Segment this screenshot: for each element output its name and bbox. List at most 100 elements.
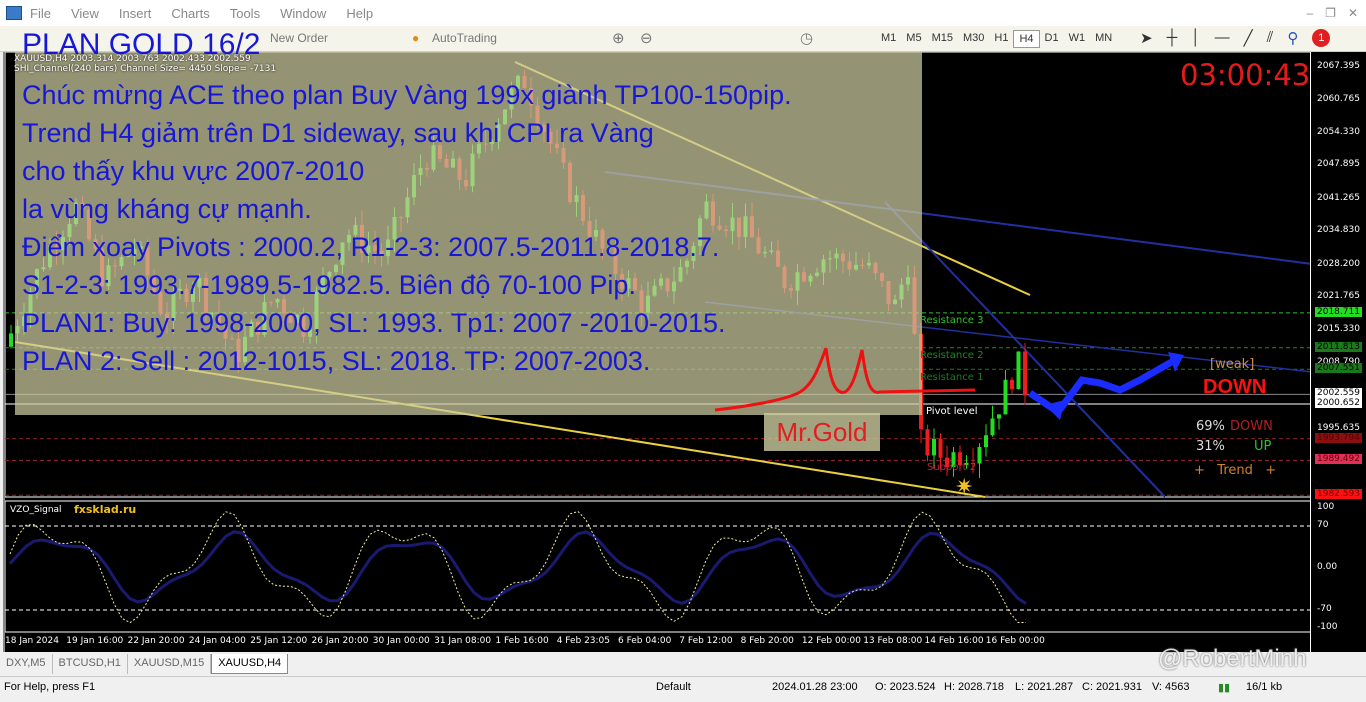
close-icon[interactable]: ✕ <box>1347 6 1358 20</box>
time-label: 22 Jan 20:00 <box>127 636 185 646</box>
cursor-icon[interactable]: ➤ <box>1140 30 1153 47</box>
notification-badge[interactable]: 1 <box>1312 29 1331 47</box>
down-label: DOWN <box>1230 419 1273 434</box>
time-label: 16 Feb 00:00 <box>985 636 1045 646</box>
main-pane-border <box>5 52 1312 498</box>
price-label: 2034.830 <box>1317 225 1360 236</box>
candle-body <box>1016 351 1021 390</box>
menu-file[interactable]: File <box>30 5 51 21</box>
candle-body <box>964 463 969 466</box>
bar-timer: 03:00:43 <box>1180 58 1311 92</box>
signal-direction: DOWN <box>1203 376 1267 398</box>
ohlc-line: XAUUSD,H4 2003.314 2003.763 2002.433 200… <box>14 54 251 64</box>
annotation-line: PLAN 2: Sell : 2012-1015, SL: 2018. TP: … <box>22 346 651 376</box>
level-tag: 2007.551 <box>1315 363 1362 374</box>
tf-m15[interactable]: M15 <box>931 32 953 44</box>
time-label: 8 Feb 20:00 <box>740 636 794 646</box>
time-label: 26 Jan 20:00 <box>311 636 369 646</box>
vzo-signal-line <box>9 510 1027 624</box>
tf-h4[interactable]: H4 <box>1013 30 1040 48</box>
time-label: 25 Jan 12:00 <box>250 636 308 646</box>
indicator-axis-label: 0.00 <box>1317 562 1338 572</box>
tf-h1[interactable]: H1 <box>994 32 1009 44</box>
crosshair-icon[interactable]: ┼ <box>1166 29 1178 46</box>
price-axis[interactable]: 2067.395 2060.765 2054.330 2047.895 2041.265… <box>1310 52 1366 652</box>
tf-d1[interactable]: D1 <box>1044 32 1059 44</box>
menu-view[interactable]: View <box>70 5 99 21</box>
trendline-icon[interactable]: ╱ <box>1243 30 1253 47</box>
indicator-axis-label: 100 <box>1317 502 1335 512</box>
candle-body <box>1010 379 1014 390</box>
tf-mn[interactable]: MN <box>1095 32 1113 44</box>
candle-body <box>990 418 995 436</box>
level-tag: 2018.711 <box>1315 306 1362 317</box>
price-label: 2015.330 <box>1317 323 1360 334</box>
level-tag: 2011.813 <box>1315 341 1362 352</box>
price-label: 2008.790 <box>1317 356 1360 367</box>
indicator-pane-border <box>5 500 1312 633</box>
search-icon[interactable]: ⚲ <box>1287 30 1299 47</box>
zoom-out-icon[interactable]: ⊖ <box>640 30 653 47</box>
traffic-icon: ▮▮ <box>1218 682 1231 694</box>
status-low: L: 2021.287 <box>1015 681 1074 693</box>
tf-w1[interactable]: W1 <box>1068 32 1086 44</box>
time-label: 31 Jan 08:00 <box>434 636 492 646</box>
level-tag: 2000.652 <box>1315 398 1362 409</box>
timeframe-bar: M1 M5 M15 M30 H1 H4 D1 W1 MN <box>876 30 1117 48</box>
status-open: O: 2023.524 <box>875 681 936 693</box>
time-label: 6 Feb 04:00 <box>618 636 672 646</box>
candle-body <box>984 435 988 448</box>
vertical-line-icon[interactable]: │ <box>1191 29 1201 46</box>
autotrading-icon: ● <box>412 31 420 45</box>
annotation-line: Trend H4 giảm trên D1 sideway, sau khi C… <box>22 118 654 148</box>
tf-m1[interactable]: M1 <box>881 32 897 44</box>
candle-body <box>1023 351 1027 396</box>
menu-help[interactable]: Help <box>346 5 374 21</box>
candle-body <box>958 452 962 466</box>
tab-xauusd-m15[interactable]: XAUUSD,M15 <box>128 654 212 674</box>
tab-dxy-m5[interactable]: DXY,M5 <box>0 654 53 674</box>
candle-body <box>932 438 936 456</box>
price-label: 2041.265 <box>1317 192 1360 203</box>
tab-btcusd-h1[interactable]: BTCUSD,H1 <box>53 654 128 674</box>
menu-charts[interactable]: Charts <box>171 5 210 21</box>
candle-body <box>951 452 956 468</box>
horizontal-line-icon[interactable]: — <box>1214 29 1230 46</box>
menu-window[interactable]: Window <box>280 5 327 21</box>
chart-tabs: DXY,M5 BTCUSD,H1 XAUUSD,M15 XAUUSD,H4 <box>0 654 1366 674</box>
menu-insert[interactable]: Insert <box>118 5 152 21</box>
resistance-1-label: Resistance 1 <box>920 372 984 383</box>
status-profile: Default <box>656 681 691 693</box>
time-label: 14 Feb 16:00 <box>924 636 984 646</box>
price-label: 2021.765 <box>1317 291 1360 302</box>
candle-body <box>945 457 949 468</box>
candle-body <box>977 447 982 464</box>
status-bar: For Help, press F1 Default 2024.01.28 23… <box>0 676 1366 698</box>
tab-xauusd-h4[interactable]: XAUUSD,H4 <box>211 654 289 674</box>
annotation-box: Chúc mừng ACE theo plan Buy Vàng 199x gi… <box>15 52 922 415</box>
annotation-line: Điểm xoay Pivots : 2000.2, R1-2-3: 2007.… <box>22 232 720 262</box>
new-order-button[interactable]: New Order <box>270 31 329 45</box>
minimize-icon[interactable]: – <box>1306 6 1314 20</box>
down-percent: 69% <box>1196 419 1225 434</box>
level-tag: 2002.559 <box>1315 388 1362 399</box>
time-axis[interactable]: 18 Jan 2024 19 Jan 16:00 22 Jan 20:00 24 Ja… <box>5 632 1310 650</box>
app-logo-icon <box>6 6 22 20</box>
zoom-in-icon[interactable]: ⊕ <box>612 30 625 47</box>
pivot-level-label: Pivot level <box>926 406 978 417</box>
tf-m30[interactable]: M30 <box>962 32 985 44</box>
status-close: C: 2021.931 <box>1082 681 1142 693</box>
status-high: H: 2028.718 <box>944 681 1004 693</box>
autotrading-button[interactable]: AutoTrading <box>432 31 497 45</box>
up-percent: 31% <box>1196 439 1225 454</box>
menu-tools[interactable]: Tools <box>229 5 261 21</box>
status-volume: V: 4563 <box>1152 681 1190 693</box>
time-label: 1 Feb 16:00 <box>495 636 549 646</box>
tf-m5[interactable]: M5 <box>906 32 922 44</box>
watermark: @RobertMinh <box>1158 645 1307 672</box>
channel-icon[interactable]: ⫽ <box>1266 29 1274 46</box>
candle-body <box>971 463 975 465</box>
restore-icon[interactable]: ❐ <box>1325 6 1336 20</box>
price-label: 2047.895 <box>1317 159 1360 170</box>
clock-icon[interactable]: ◷ <box>800 30 814 47</box>
